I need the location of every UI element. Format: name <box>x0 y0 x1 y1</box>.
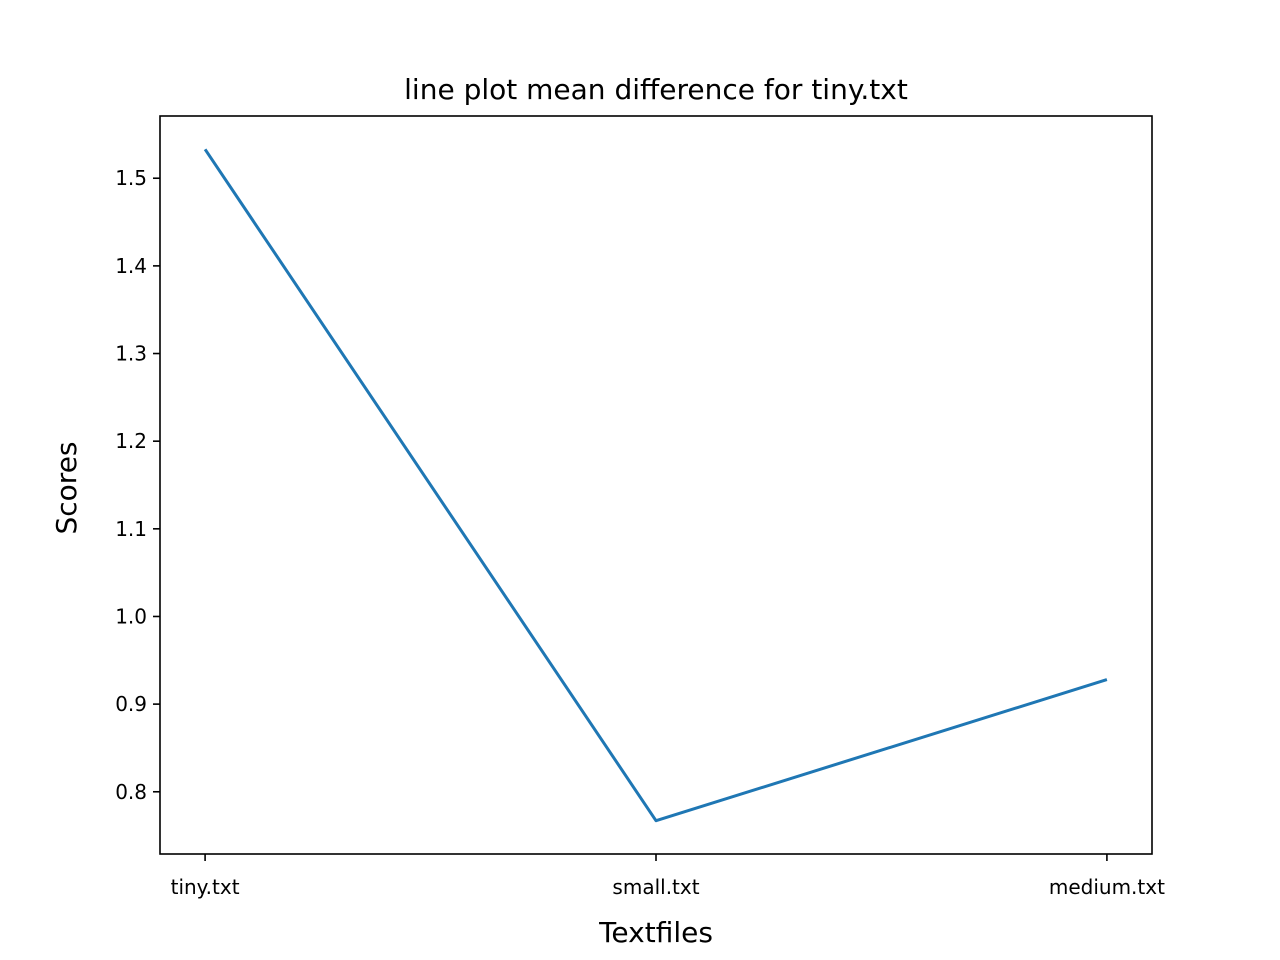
y-axis-title: Scores <box>50 441 83 534</box>
x-tick-label: tiny.txt <box>171 875 240 899</box>
chart-title: line plot mean difference for tiny.txt <box>404 73 908 106</box>
y-tick-label: 1.5 <box>115 166 147 190</box>
x-tick-label: small.txt <box>612 875 699 899</box>
y-tick-label: 0.9 <box>115 692 147 716</box>
plot-layer: tiny.txt small.txt medium.txt 0.8 0.9 1.0 1.1 1… <box>115 115 1165 899</box>
y-tick-label: 1.2 <box>115 429 147 453</box>
y-tick-label: 0.8 <box>115 780 147 804</box>
y-tick-label: 1.0 <box>115 604 147 628</box>
y-tick-label: 1.1 <box>115 517 147 541</box>
y-tick-label: 1.4 <box>115 254 147 278</box>
x-tick-label: medium.txt <box>1049 875 1165 899</box>
y-tick-label: 1.3 <box>115 342 147 366</box>
x-axis-title: Textfiles <box>598 916 713 949</box>
